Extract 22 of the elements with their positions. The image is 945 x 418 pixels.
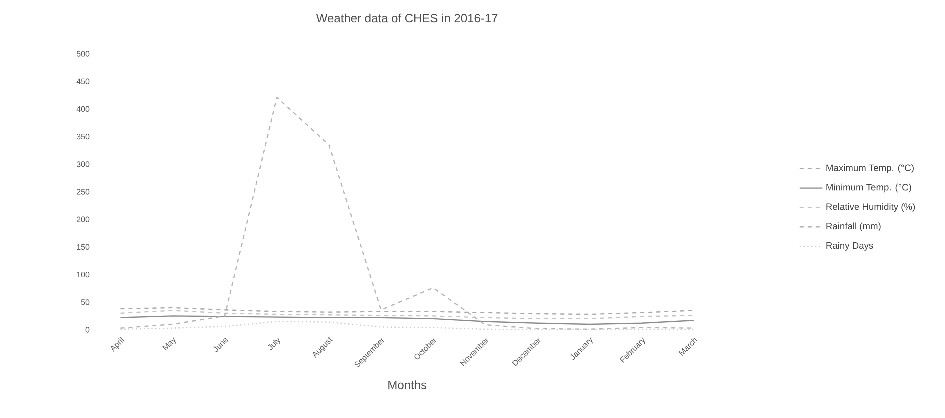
legend-label: Maximum Temp. (°C) xyxy=(826,164,914,174)
line-series xyxy=(120,321,695,330)
legend-label: Rainy Days xyxy=(826,242,874,251)
y-tick-label: 250 xyxy=(77,189,90,195)
line-series xyxy=(120,310,695,320)
y-tick-label: 350 xyxy=(76,134,90,140)
legend-label: Rainfall (mm) xyxy=(826,222,881,232)
x-axis-title: Months xyxy=(388,380,427,390)
y-tick-label: 150 xyxy=(77,244,90,250)
x-tick-label: July xyxy=(268,338,280,350)
y-tick-label: 50 xyxy=(81,300,90,306)
y-tick-label: 450 xyxy=(76,78,90,84)
y-tick-label: 400 xyxy=(76,106,90,112)
y-tick-label: 200 xyxy=(77,216,90,222)
y-tick-label: 0 xyxy=(86,327,90,333)
x-tick-label: May xyxy=(162,338,176,351)
y-tick-label: 300 xyxy=(76,162,90,168)
y-tick-label: 500 xyxy=(76,51,90,57)
legend-label: Minimum Temp. (°C) xyxy=(826,184,912,193)
chart-title: Weather data of CHES in 2016-17 xyxy=(316,14,498,23)
y-tick-label: 100 xyxy=(77,272,90,278)
legend-label: Relative Humidity (%) xyxy=(826,203,916,212)
